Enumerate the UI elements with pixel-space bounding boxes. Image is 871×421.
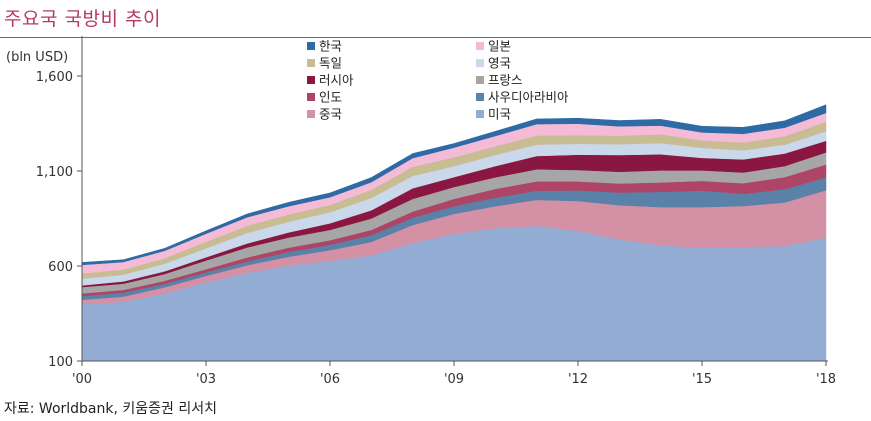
legend-swatch: [307, 110, 315, 118]
legend-swatch: [476, 93, 484, 101]
area-series-한국: [81, 104, 827, 266]
y-tick-label: 600: [48, 260, 73, 275]
x-tick-label: '18: [816, 372, 836, 387]
legend-label: 인도: [319, 90, 342, 105]
y-axis-unit-label: (bln USD): [6, 50, 68, 65]
x-tick-label: '15: [692, 372, 712, 387]
area-series-group: [81, 104, 827, 362]
legend-label: 일본: [488, 39, 511, 54]
title-divider: [0, 37, 871, 38]
chart-title: 주요국 국방비 추이: [4, 8, 161, 30]
legend-swatch: [307, 59, 315, 67]
stacked-area-chart: 100 600 1,100 1,600 (bln USD) '00 '03 '06 '09 '1…: [6, 36, 836, 387]
legend-label: 사우디아라비아: [488, 90, 569, 105]
y-tick-label: 1,100: [36, 165, 73, 180]
x-tick-label: '12: [568, 372, 588, 387]
x-tick-label: '09: [444, 372, 464, 387]
legend-label: 미국: [488, 107, 511, 122]
legend-label: 러시아: [319, 73, 354, 88]
legend-swatch: [476, 42, 484, 50]
legend-swatch: [476, 110, 484, 118]
legend-swatch: [476, 59, 484, 67]
y-tick-label: 100: [48, 355, 73, 370]
legend-label: 중국: [319, 107, 342, 122]
legend-swatch: [476, 76, 484, 84]
legend-label: 영국: [488, 56, 511, 71]
legend-swatch: [307, 93, 315, 101]
y-axis-ticks: 100 600 1,100 1,600 (bln USD): [6, 50, 82, 370]
legend-label: 한국: [319, 39, 342, 54]
legend-label: 프랑스: [488, 73, 523, 88]
x-tick-label: '00: [72, 372, 92, 387]
legend-swatch: [307, 76, 315, 84]
legend-label: 독일: [319, 56, 342, 71]
x-tick-label: '06: [320, 372, 340, 387]
axes: '00 '03 '06 '09 '12 '15 '18: [72, 36, 836, 387]
source-note: 자료: Worldbank, 키움증권 리서치: [4, 401, 218, 417]
legend-swatch: [307, 42, 315, 50]
x-tick-label: '03: [196, 372, 216, 387]
y-tick-label: 1,600: [36, 70, 73, 85]
